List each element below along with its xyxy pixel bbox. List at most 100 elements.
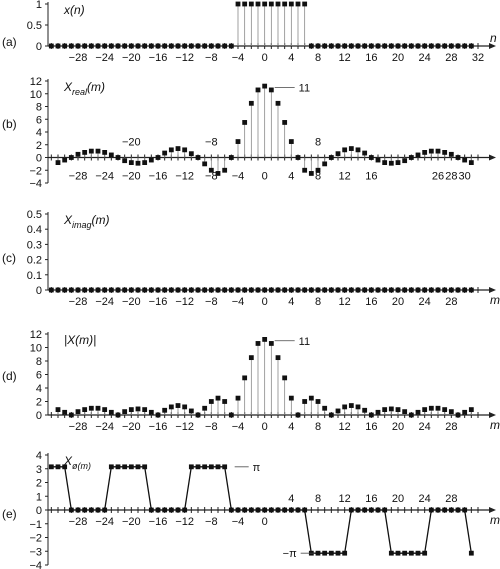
data-marker — [395, 287, 401, 293]
x-tick-label: 24 — [419, 421, 431, 433]
data-marker — [115, 412, 121, 418]
data-marker — [268, 341, 274, 346]
data-marker — [295, 1, 301, 7]
data-marker — [382, 507, 388, 513]
data-marker — [262, 507, 268, 513]
data-marker — [355, 147, 361, 153]
data-marker — [402, 550, 408, 556]
data-marker — [68, 155, 74, 160]
data-marker — [342, 287, 348, 293]
data-marker — [308, 171, 314, 176]
x-tick-label: −28 — [69, 296, 88, 308]
data-marker — [435, 507, 441, 513]
x-tick-label: 16 — [365, 171, 377, 183]
x-tick-label: 28 — [445, 171, 457, 183]
data-marker — [362, 507, 368, 513]
data-marker — [455, 43, 461, 49]
data-marker — [102, 507, 108, 513]
x-tick-label: 30 — [459, 171, 471, 183]
x-tick-label: −20 — [122, 516, 141, 528]
data-marker — [462, 507, 468, 513]
data-marker — [128, 407, 134, 412]
data-marker — [462, 157, 468, 163]
data-marker — [435, 43, 441, 49]
data-marker — [95, 43, 101, 49]
y-tick-label: −1 — [29, 519, 42, 531]
data-marker — [262, 287, 268, 293]
x-tick-label: 12 — [339, 421, 351, 433]
data-marker — [348, 403, 354, 408]
panel-title: Ximag(m) — [63, 213, 110, 230]
data-marker — [248, 287, 254, 293]
y-tick-label: 0.5 — [27, 20, 42, 32]
x-tick-label: 0 — [262, 421, 268, 433]
x-tick-label: −24 — [95, 516, 114, 528]
x-tick-label: 24 — [419, 493, 431, 505]
data-marker — [102, 287, 108, 293]
data-marker — [268, 1, 274, 7]
data-marker — [222, 167, 228, 173]
annotation: 8 — [315, 137, 321, 149]
x-tick-label: 16 — [365, 421, 377, 433]
data-marker — [368, 507, 374, 513]
data-marker — [468, 287, 474, 293]
x-tick-label: −28 — [69, 52, 88, 64]
data-marker — [88, 507, 94, 513]
x-tick-label: −8 — [205, 52, 218, 64]
data-marker — [315, 287, 321, 293]
data-marker — [195, 155, 201, 160]
data-marker — [335, 287, 341, 293]
data-marker — [375, 157, 381, 163]
data-marker — [62, 287, 68, 293]
data-marker — [122, 158, 128, 164]
data-marker — [402, 409, 408, 415]
data-marker — [335, 151, 341, 157]
data-marker — [382, 407, 388, 412]
data-marker — [348, 507, 354, 513]
data-marker — [315, 167, 321, 173]
data-marker — [222, 43, 228, 49]
data-marker — [135, 406, 141, 412]
data-marker — [55, 464, 61, 470]
data-marker — [148, 157, 154, 163]
data-marker — [368, 155, 374, 160]
x-tick-label: −24 — [95, 52, 114, 64]
annotation: −π — [283, 548, 297, 560]
data-marker — [68, 412, 74, 418]
data-marker — [268, 287, 274, 293]
data-marker — [202, 287, 208, 293]
y-tick-label: −3 — [29, 546, 42, 558]
y-tick-label: 0.4 — [27, 224, 42, 236]
y-tick-label: 0.1 — [27, 270, 42, 282]
x-axis-arrow — [489, 154, 496, 161]
panel-title: Xreal(m) — [63, 80, 105, 97]
panel-title: |X(m)| — [64, 333, 96, 347]
data-marker — [155, 507, 161, 513]
data-marker — [228, 507, 234, 513]
panel-label: (a) — [2, 35, 17, 49]
data-marker — [82, 150, 88, 155]
data-marker — [362, 150, 368, 156]
data-marker — [415, 550, 421, 556]
data-marker — [228, 412, 234, 418]
data-marker — [235, 1, 241, 7]
data-marker — [388, 406, 394, 412]
x-tick-label: −4 — [232, 516, 245, 528]
data-marker — [128, 43, 134, 49]
x-tick-label: −4 — [232, 296, 245, 308]
data-marker — [468, 160, 474, 165]
data-marker — [302, 167, 308, 173]
y-tick-label: 0 — [36, 505, 42, 517]
data-marker — [82, 43, 88, 49]
data-marker — [295, 287, 301, 293]
data-marker — [122, 43, 128, 49]
x-axis-arrow — [489, 287, 496, 293]
x-tick-label: −4 — [232, 421, 245, 433]
data-marker — [415, 152, 421, 158]
data-marker — [295, 507, 301, 513]
x-tick-label: 20 — [392, 52, 404, 64]
data-marker — [128, 160, 134, 165]
y-tick-label: 0 — [36, 41, 42, 53]
y-tick-label: −4 — [29, 178, 42, 190]
data-marker — [242, 287, 248, 293]
